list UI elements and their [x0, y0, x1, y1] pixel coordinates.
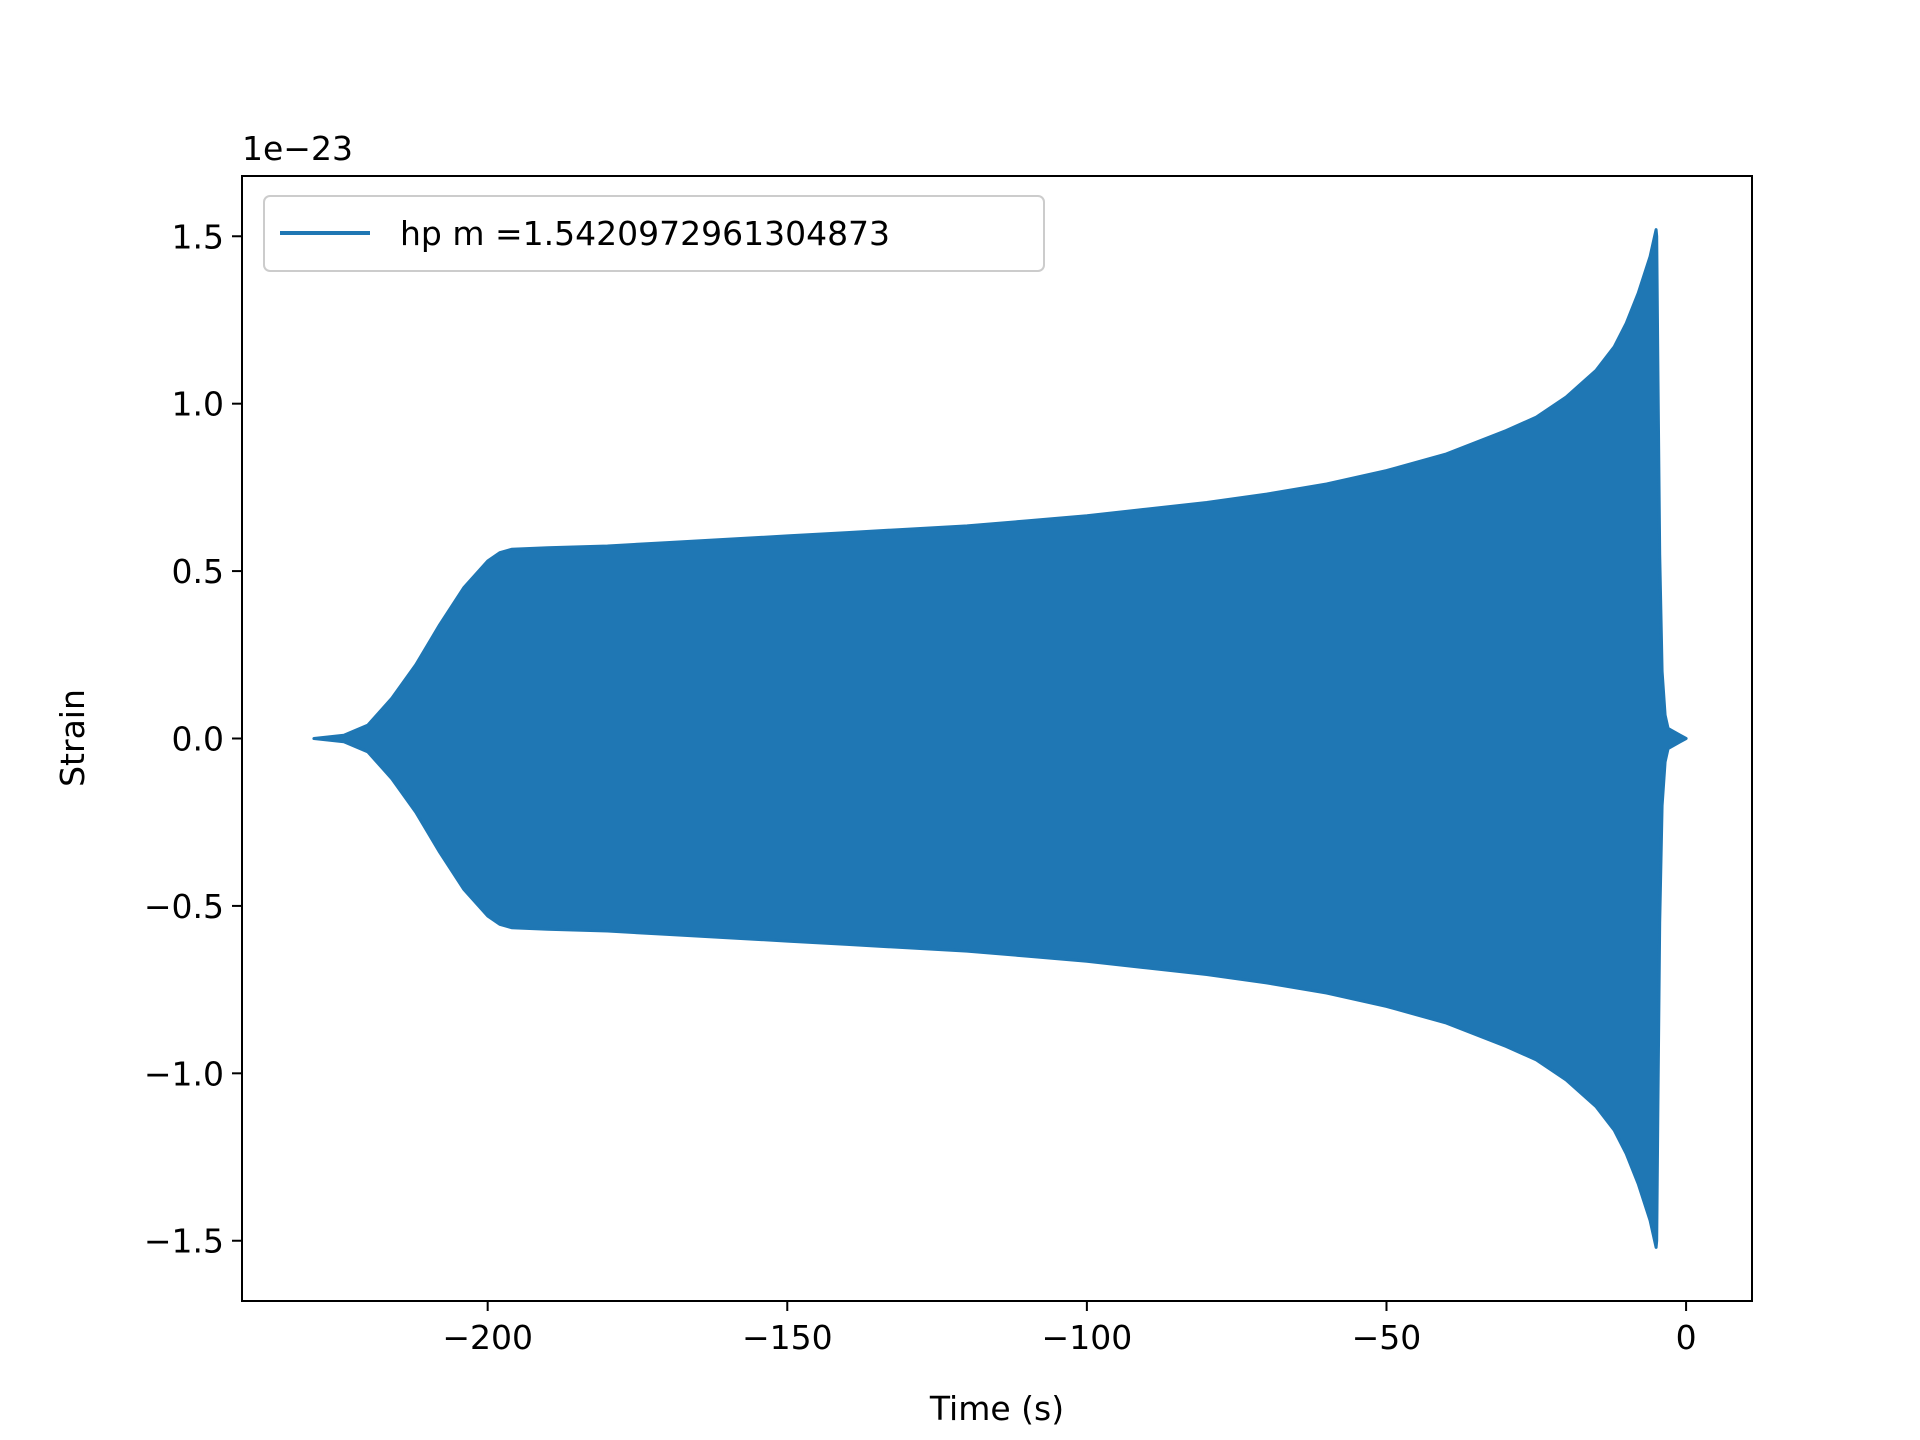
x-tick-label: 0: [1676, 1318, 1697, 1357]
x-axis: −200 −150 −100 −50 0: [442, 1301, 1697, 1357]
plot-area: [241, 175, 1753, 1302]
x-tick-label: −150: [742, 1318, 833, 1357]
y-axis-label: Strain: [53, 689, 92, 787]
x-tick-label: −100: [1042, 1318, 1133, 1357]
x-tick-label: −50: [1352, 1318, 1422, 1357]
waveform-series: [312, 228, 1688, 1249]
y-tick-label: −1.5: [144, 1222, 224, 1261]
y-tick-label: 0.0: [172, 720, 224, 759]
legend-label: hp m =1.5420972961304873: [400, 214, 890, 253]
y-tick-label: 1.0: [172, 385, 224, 424]
x-tick-label: −200: [442, 1318, 533, 1357]
y-offset-label: 1e−23: [242, 129, 353, 168]
legend-box: [263, 195, 1045, 272]
y-tick-label: 0.5: [172, 552, 224, 591]
x-axis-label: Time (s): [929, 1389, 1064, 1428]
y-tick-label: −0.5: [144, 887, 224, 926]
y-tick-label: −1.0: [144, 1054, 224, 1093]
legend: hp m =1.5420972961304873: [263, 195, 1045, 272]
y-tick-label: 1.5: [172, 217, 224, 256]
y-axis: −1.5 −1.0 −0.5 0.0 0.5 1.0 1.5: [144, 217, 242, 1261]
